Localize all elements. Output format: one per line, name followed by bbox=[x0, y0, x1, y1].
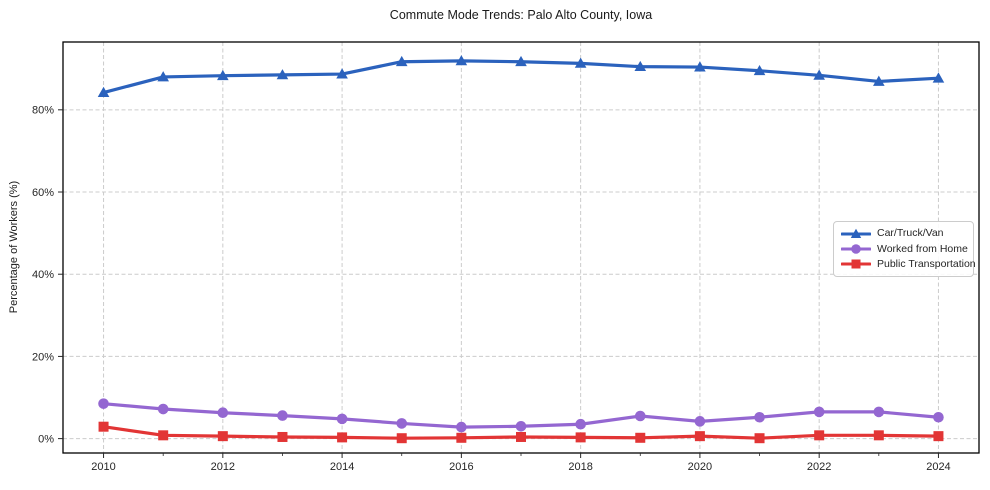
y-tick-label: 40% bbox=[32, 269, 54, 281]
y-tick-label: 80% bbox=[32, 105, 54, 117]
data-point-marker bbox=[516, 431, 526, 442]
legend-label: Car/Truck/Van bbox=[877, 227, 944, 240]
data-point-marker bbox=[634, 410, 646, 422]
legend-item-worked-from-home: Worked from Home bbox=[841, 242, 968, 256]
data-point-marker bbox=[851, 244, 861, 254]
data-point-marker bbox=[933, 431, 944, 442]
data-point-marker bbox=[574, 57, 587, 68]
data-point-marker bbox=[277, 410, 288, 421]
data-point-marker bbox=[277, 431, 288, 442]
y-tick-label: 20% bbox=[32, 351, 54, 363]
x-tick-label: 2020 bbox=[688, 461, 712, 473]
data-point-marker bbox=[873, 406, 885, 418]
data-point-marker bbox=[217, 69, 229, 81]
x-tick-label: 2024 bbox=[926, 461, 950, 473]
data-point-marker bbox=[158, 430, 169, 441]
x-tick-label: 2012 bbox=[211, 461, 235, 473]
x-tick-label: 2018 bbox=[568, 461, 592, 473]
data-point-marker bbox=[873, 75, 885, 86]
data-point-marker bbox=[932, 72, 945, 83]
x-tick-label: 2010 bbox=[91, 461, 115, 473]
data-point-marker bbox=[337, 432, 348, 443]
data-point-marker bbox=[754, 433, 765, 444]
legend: Car/Truck/Van Worked from Home Public Tr… bbox=[833, 221, 976, 277]
data-point-marker bbox=[276, 69, 289, 80]
data-point-marker bbox=[98, 398, 109, 409]
series-worked-from-home bbox=[98, 398, 944, 433]
legend-item-public-transportation: Public Transportation bbox=[841, 257, 976, 271]
data-point-marker bbox=[635, 432, 646, 443]
data-point-marker bbox=[217, 431, 228, 442]
y-tick-label: 60% bbox=[32, 187, 54, 199]
data-point-marker bbox=[157, 71, 169, 82]
data-point-marker bbox=[575, 432, 586, 443]
data-point-marker bbox=[694, 416, 706, 427]
data-point-marker bbox=[455, 55, 468, 66]
legend-swatch-worked-from-home bbox=[841, 244, 871, 254]
data-point-marker bbox=[336, 413, 348, 425]
data-point-marker bbox=[456, 432, 467, 443]
data-point-marker bbox=[456, 421, 467, 433]
data-point-marker bbox=[97, 86, 110, 97]
data-point-marker bbox=[336, 68, 348, 79]
y-tick-label: 0% bbox=[38, 433, 54, 445]
data-point-marker bbox=[813, 69, 825, 80]
data-point-marker bbox=[814, 430, 825, 441]
data-point-marker bbox=[694, 61, 706, 72]
x-tick-label: 2014 bbox=[330, 461, 354, 473]
data-point-marker bbox=[634, 60, 647, 72]
data-point-marker bbox=[851, 259, 861, 269]
data-point-marker bbox=[694, 431, 705, 442]
data-point-marker bbox=[396, 418, 408, 429]
legend-label: Worked from Home bbox=[877, 242, 968, 255]
data-point-marker bbox=[396, 433, 407, 444]
legend-swatch-public-transportation bbox=[841, 259, 871, 269]
data-point-marker bbox=[515, 420, 527, 432]
chart-title: Commute Mode Trends: Palo Alto County, I… bbox=[389, 8, 653, 22]
data-point-marker bbox=[515, 55, 527, 67]
legend-swatch-car-truck-van bbox=[841, 228, 871, 238]
data-point-marker bbox=[813, 406, 825, 418]
data-point-marker bbox=[157, 403, 169, 415]
data-point-marker bbox=[933, 411, 944, 423]
data-point-marker bbox=[395, 55, 408, 67]
legend-item-car-truck-van: Car/Truck/Van bbox=[841, 227, 966, 241]
data-point-marker bbox=[575, 418, 586, 430]
data-point-marker bbox=[754, 411, 765, 423]
x-tick-label: 2016 bbox=[449, 461, 473, 473]
data-point-marker bbox=[850, 228, 862, 238]
series-car-truck-van bbox=[97, 55, 945, 97]
series-public-transportation bbox=[98, 421, 944, 444]
x-tick-label: 2022 bbox=[807, 461, 831, 473]
legend-label: Public Transportation bbox=[877, 258, 976, 271]
data-point-marker bbox=[873, 430, 884, 441]
data-point-marker bbox=[217, 407, 229, 419]
data-point-marker bbox=[98, 421, 109, 432]
data-point-marker bbox=[753, 64, 766, 76]
